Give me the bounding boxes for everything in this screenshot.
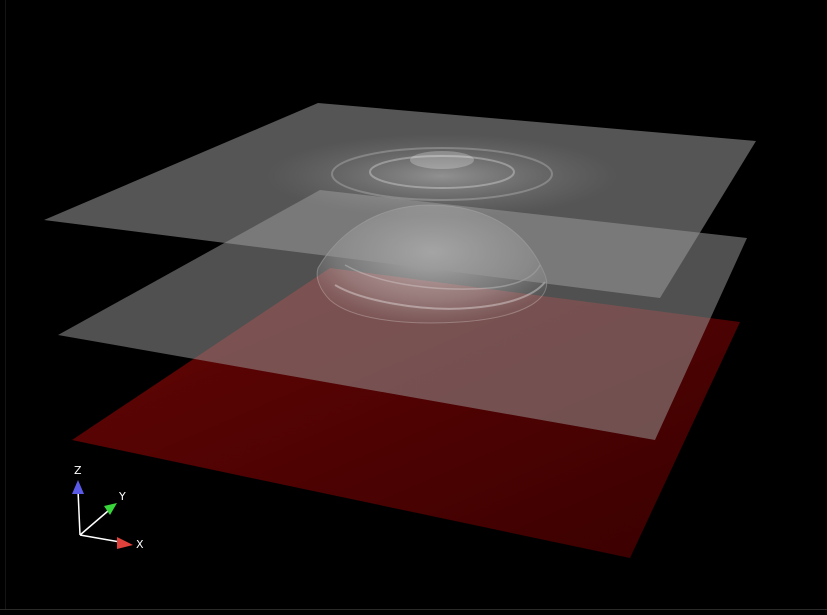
z-axis-line (77, 489, 81, 536)
y-axis-line (79, 510, 109, 536)
surface-bump-ridge (334, 281, 546, 310)
viewport-bottom-edge (0, 609, 827, 610)
x-axis-label: X (136, 538, 144, 551)
ripple-ring (369, 155, 515, 189)
orientation-axes: Z Y X (72, 464, 144, 551)
x-axis-arrow (117, 537, 133, 549)
z-axis-label: Z (74, 464, 82, 477)
ripple-ring (331, 147, 553, 201)
y-axis-label: Y (118, 490, 126, 503)
x-axis-line (79, 534, 121, 543)
y-axis-arrow (104, 503, 117, 515)
viewport-left-edge (5, 0, 6, 610)
ripple-ring (266, 134, 618, 218)
ripple-center (410, 151, 474, 169)
z-axis-arrow (72, 480, 84, 494)
